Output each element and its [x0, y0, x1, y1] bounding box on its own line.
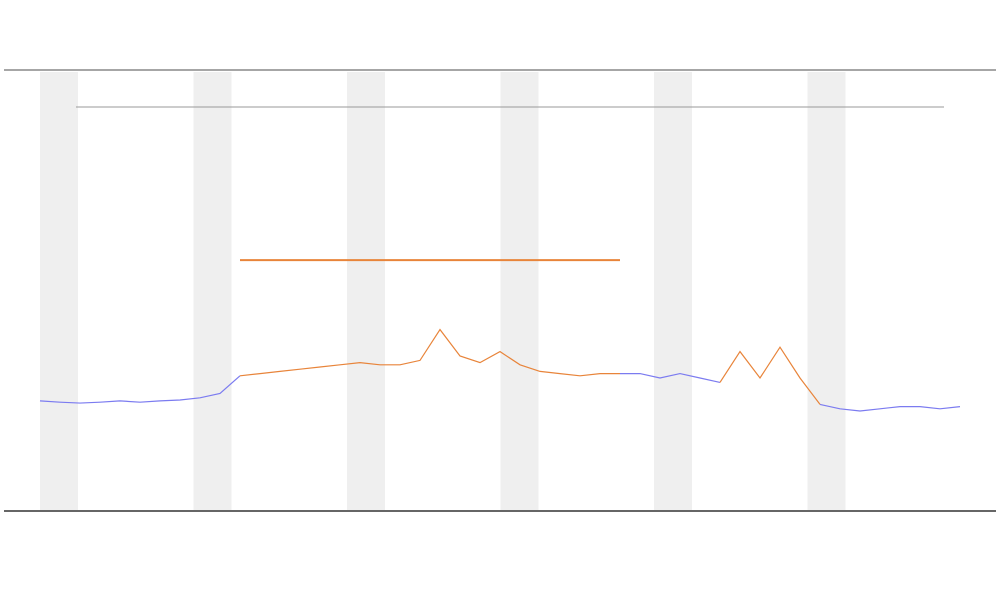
series-line — [819, 403, 961, 412]
band — [500, 72, 539, 510]
series-line — [620, 372, 721, 383]
series-line — [39, 375, 241, 404]
series-line — [719, 346, 821, 405]
band — [347, 72, 385, 510]
band — [40, 72, 78, 510]
series-line — [239, 328, 620, 377]
band — [807, 72, 846, 510]
band — [193, 72, 232, 510]
bands — [40, 72, 846, 510]
band — [654, 72, 692, 510]
